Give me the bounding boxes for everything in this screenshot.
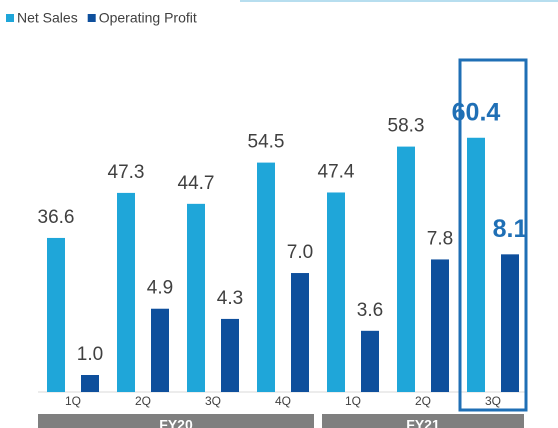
x-tick-label: 2Q xyxy=(135,394,151,408)
x-tick-label: 1Q xyxy=(65,394,81,408)
legend-swatch xyxy=(87,14,96,22)
data-label: 8.1 xyxy=(493,215,528,243)
data-label: 44.7 xyxy=(178,173,215,194)
data-label: 54.5 xyxy=(248,132,285,153)
highlight-box xyxy=(458,58,528,412)
bar xyxy=(501,254,519,392)
group-label: FY20 xyxy=(159,417,193,428)
group-bar xyxy=(38,414,314,428)
bar xyxy=(221,318,239,392)
data-label: 36.6 xyxy=(38,207,75,228)
data-label: 4.3 xyxy=(217,288,243,309)
group-bar xyxy=(322,414,524,428)
bar xyxy=(467,137,485,392)
x-tick-label: 2Q xyxy=(415,394,431,408)
data-label: 7.0 xyxy=(287,242,313,263)
data-label: 47.4 xyxy=(318,161,355,182)
legend-label: Operating Profit xyxy=(99,10,197,26)
x-tick-label: 1Q xyxy=(345,394,361,408)
bar xyxy=(257,162,275,392)
x-tick-label: 3Q xyxy=(205,394,221,408)
bar xyxy=(117,192,135,392)
x-tick-label: 3Q xyxy=(485,394,501,408)
legend-swatch xyxy=(6,14,14,22)
bar xyxy=(47,237,65,392)
group-label: FY21 xyxy=(406,417,440,428)
bar xyxy=(81,375,99,392)
bar xyxy=(291,273,309,392)
bar xyxy=(431,259,449,392)
data-label: 3.6 xyxy=(357,300,383,321)
bar xyxy=(187,203,205,392)
x-tick-label: 4Q xyxy=(275,394,291,408)
data-label: 47.3 xyxy=(108,162,145,183)
data-label: 4.9 xyxy=(147,278,173,299)
legend-label: Net Sales xyxy=(17,10,78,26)
data-label: 58.3 xyxy=(388,116,425,137)
data-label: 1.0 xyxy=(77,344,103,365)
data-label: 7.8 xyxy=(427,228,453,249)
bar xyxy=(327,192,345,392)
bar xyxy=(361,330,379,392)
bar xyxy=(151,308,169,392)
bar xyxy=(397,146,415,392)
